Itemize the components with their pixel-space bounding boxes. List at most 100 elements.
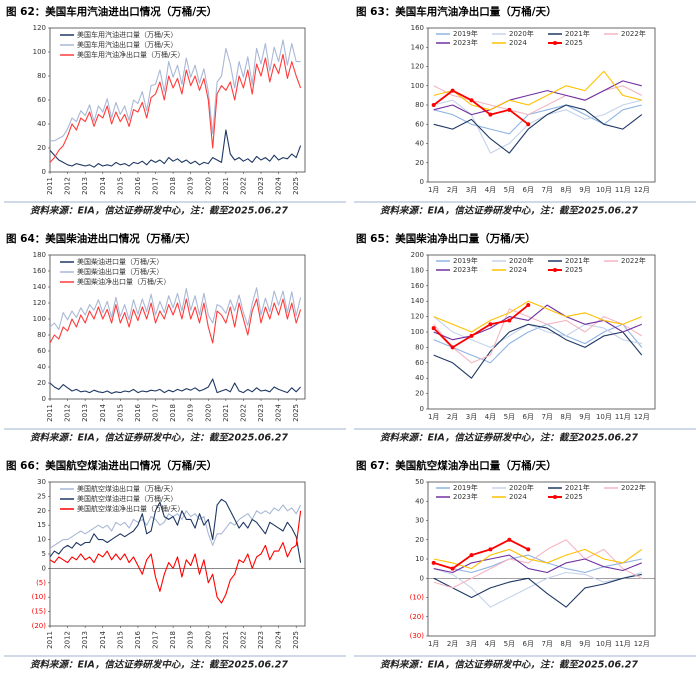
plot-frame <box>49 481 306 627</box>
y-tick-label: 30 <box>415 517 424 525</box>
legend-label: 美国柴油净出口量（万桶/天） <box>77 277 170 286</box>
series-marker <box>450 88 455 93</box>
x-tick-label: 7月 <box>541 413 552 421</box>
x-tick-label: 2015 <box>116 404 124 422</box>
legend-label: 2020年 <box>509 29 534 38</box>
x-tick-label: 7月 <box>541 640 552 648</box>
x-tick-label: 2022 <box>239 177 247 195</box>
y-tick-label: 100 <box>33 48 46 56</box>
x-tick-label: 9月 <box>579 640 590 648</box>
y-tick-label: 0 <box>42 168 46 176</box>
x-tick-label: 2022 <box>239 404 247 422</box>
series-marker <box>469 553 474 558</box>
series-marker <box>431 326 436 331</box>
legend-label: 2019年 <box>453 256 478 265</box>
legend-label: 2020年 <box>509 483 534 492</box>
series-line <box>49 378 302 394</box>
x-tick-label: 6月 <box>523 186 534 194</box>
series-marker <box>450 566 455 571</box>
x-tick-label: 5月 <box>504 640 515 648</box>
y-tick-label: 140 <box>33 283 46 291</box>
legend-label: 2021年 <box>565 483 590 492</box>
legend-label: 2023年 <box>453 492 478 501</box>
y-tick-label: 120 <box>411 313 424 321</box>
x-tick-label: 2025 <box>292 631 300 649</box>
chart-title: 图 62：美国车用汽油进出口情况（万桶/天） <box>6 5 217 18</box>
x-tick-label: 2013 <box>81 631 89 649</box>
y-tick-label: 100 <box>33 315 46 323</box>
x-tick-label: 12月 <box>634 413 650 421</box>
x-tick-label: 11月 <box>615 186 631 194</box>
chart-title: 图 64：美国柴油进出口情况（万桶/天） <box>6 232 196 245</box>
legend-label: 2024 <box>509 39 527 47</box>
series-marker <box>431 103 436 107</box>
y-tick-label: 160 <box>411 24 424 32</box>
x-tick-label: 12月 <box>634 640 650 648</box>
legend-label: 2024 <box>509 493 527 501</box>
x-tick-label: 2019 <box>187 404 195 422</box>
series-line <box>433 80 642 116</box>
y-tick-label: 40 <box>415 497 424 505</box>
series-line <box>49 298 302 344</box>
source-note: 资料来源：EIA，信达证券研发中心，注：截至2025.06.27 <box>30 432 288 444</box>
legend-label: 美国柴油出口量（万桶/天） <box>77 267 163 276</box>
x-tick-label: 5月 <box>504 413 515 421</box>
x-tick-label: 7月 <box>541 186 552 194</box>
y-tick-label: (5) <box>36 579 46 587</box>
y-tick-label: 20 <box>415 159 424 167</box>
x-tick-label: 2020 <box>204 177 212 195</box>
series-marker <box>526 303 531 308</box>
y-tick-label: 200 <box>411 251 424 259</box>
chart-title: 图 65：美国柴油净出口量（万桶/天） <box>356 232 536 245</box>
y-tick-label: 20 <box>37 379 46 387</box>
x-tick-label: 11月 <box>615 413 631 421</box>
legend-label: 2021年 <box>565 256 590 265</box>
x-tick-label: 1月 <box>428 413 439 421</box>
legend-label: 美国柴油进口量（万桶/天） <box>77 257 163 266</box>
y-tick-label: 40 <box>37 363 46 371</box>
x-tick-label: 2011 <box>46 631 54 649</box>
source-note: 资料来源：EIA，信达证券研发中心，注：截至2025.06.27 <box>380 659 638 671</box>
legend-marker <box>553 495 557 499</box>
x-tick-label: 3月 <box>466 186 477 194</box>
chart-title: 图 63：美国车用汽油净出口量（万桶/天） <box>356 5 557 18</box>
x-tick-label: 2023 <box>257 177 265 195</box>
y-tick-label: 140 <box>411 43 424 51</box>
y-tick-label: (10) <box>410 594 425 602</box>
series-marker <box>488 322 493 327</box>
series-line <box>433 554 643 574</box>
series-line <box>433 70 642 111</box>
series-line <box>433 99 642 154</box>
legend-label: 2024 <box>509 266 527 274</box>
chart-panel: 图 63：美国车用汽油净出口量（万桶/天） 资料来源：EIA，信达证券研发中心，注… <box>354 5 696 217</box>
series-marker <box>488 547 493 552</box>
x-tick-label: 5月 <box>504 186 515 194</box>
legend-label: 2021年 <box>565 29 590 38</box>
y-tick-label: 40 <box>415 140 424 148</box>
x-tick-label: 9月 <box>579 186 590 194</box>
y-tick-label: (20) <box>32 622 47 630</box>
x-tick-label: 2023 <box>257 404 265 422</box>
y-tick-label: 0 <box>420 405 424 413</box>
y-tick-label: 60 <box>37 96 46 104</box>
x-tick-label: 8月 <box>560 640 571 648</box>
source-note: 资料来源：EIA，信达证券研发中心，注：截至2025.06.27 <box>380 432 638 444</box>
y-tick-label: 80 <box>37 72 46 80</box>
series-line <box>49 53 302 163</box>
x-tick-label: 3月 <box>466 413 477 421</box>
x-tick-label: 2017 <box>152 177 160 195</box>
series-line <box>433 548 643 570</box>
x-tick-label: 2024 <box>275 630 283 648</box>
x-tick-label: 2018 <box>169 631 177 649</box>
y-tick-label: 100 <box>411 82 424 90</box>
x-tick-label: 2014 <box>99 630 107 648</box>
y-tick-label: 20 <box>37 144 46 152</box>
x-tick-label: 2015 <box>116 177 124 195</box>
chart-title: 图 66：美国航空煤油进出口情况（万桶/天） <box>6 459 217 472</box>
y-tick-label: 40 <box>37 120 46 128</box>
x-tick-label: 6月 <box>523 640 534 648</box>
y-tick-label: 0 <box>42 564 46 572</box>
y-tick-label: (20) <box>410 613 425 621</box>
x-tick-label: 1月 <box>428 640 439 648</box>
chart-title: 图 67：美国航空煤油净出口量（万桶/天） <box>356 459 557 472</box>
